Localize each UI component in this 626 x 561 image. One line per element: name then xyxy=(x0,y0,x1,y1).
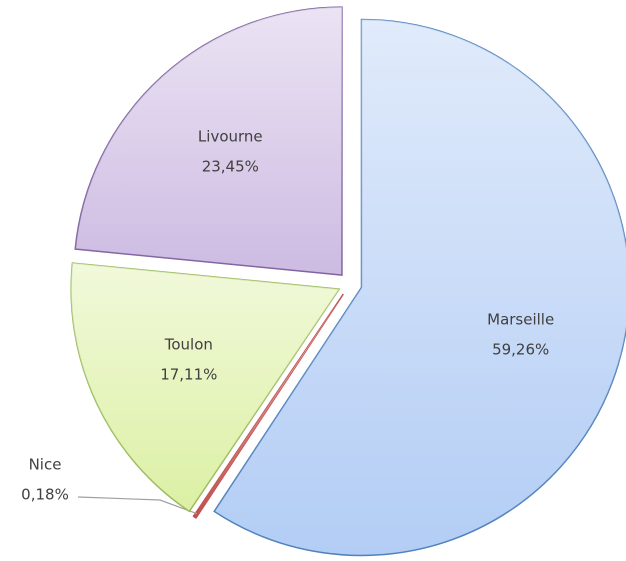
slice-shade xyxy=(214,19,626,556)
slice-label: Nice xyxy=(29,456,62,474)
slice-value: 0,18% xyxy=(21,486,69,504)
leader-line xyxy=(77,496,198,515)
slice-label: Marseille xyxy=(487,311,554,329)
slice-value: 23,45% xyxy=(202,158,259,176)
slice-label: Livourne xyxy=(198,128,263,146)
slice-value: 59,26% xyxy=(492,341,549,359)
slice-label: Toulon xyxy=(164,335,213,353)
slice-shade xyxy=(193,293,344,518)
slice-shade xyxy=(71,263,340,512)
slice-shade xyxy=(75,7,342,276)
slice-value: 17,11% xyxy=(160,365,217,383)
